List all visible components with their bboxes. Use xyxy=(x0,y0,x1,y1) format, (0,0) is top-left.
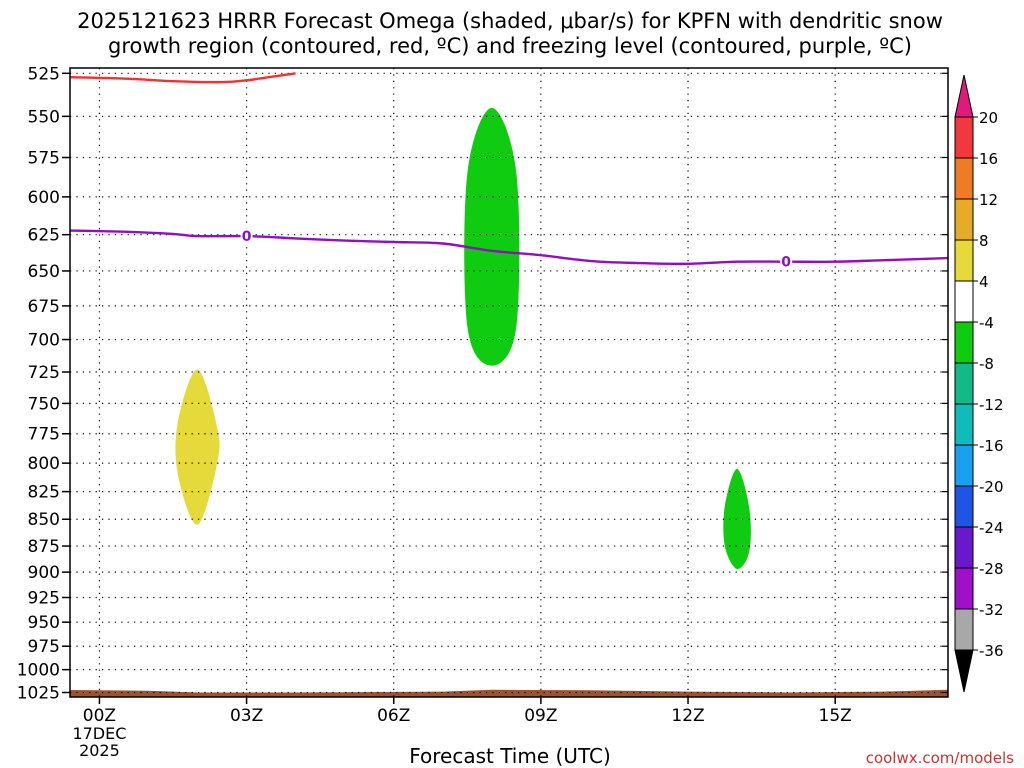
freezing-level-label-bg xyxy=(240,228,253,245)
colorbar: 20 16 12 8 4 -4 -8 -12 -16 -20 -24 -28 -32 -36 xyxy=(954,74,1004,693)
plot-frame xyxy=(69,67,949,698)
colorbar-swatch xyxy=(954,198,974,241)
x-tick-sublabel: 2025 xyxy=(79,741,120,760)
y-tick-label: 900 xyxy=(28,563,60,583)
credit-link[interactable]: coolwx.com/models xyxy=(866,749,1014,767)
colorbar-label: -28 xyxy=(979,560,1004,578)
colorbar-label: -8 xyxy=(979,355,994,373)
y-tick-label: 650 xyxy=(28,262,60,282)
y-axis: 525 550 575 600 625 650 675 700 725 750 775 800 825 8… xyxy=(17,64,948,703)
colorbar-swatch xyxy=(954,485,974,528)
y-tick-label: 825 xyxy=(28,483,60,503)
terrain-layer xyxy=(70,689,948,697)
y-tick-label: 750 xyxy=(28,394,60,414)
plot-border xyxy=(69,67,949,698)
colorbar-label: 20 xyxy=(979,109,998,127)
y-tick-label: 525 xyxy=(28,64,60,84)
colorbar-label: 8 xyxy=(979,232,989,250)
colorbar-swatch xyxy=(954,157,974,200)
y-tick-label: 725 xyxy=(28,363,60,383)
y-tick-label: 800 xyxy=(28,454,60,474)
y-tick-label: 1025 xyxy=(17,683,60,703)
colorbar-swatch xyxy=(954,239,974,282)
y-tick-label: 575 xyxy=(28,148,60,168)
upward-omega-green-small xyxy=(723,468,751,570)
dendritic-growth-zone-line xyxy=(70,72,296,84)
colorbar-swatch xyxy=(954,116,974,159)
x-tick-label: 06Z xyxy=(377,706,410,726)
colorbar-label: -24 xyxy=(979,519,1004,537)
colorbar-swatch xyxy=(954,362,974,405)
x-tick-label: 03Z xyxy=(230,706,263,726)
freezing-level-label-bg xyxy=(780,253,793,270)
grid-layer xyxy=(70,68,948,697)
x-tick-label: 00Z xyxy=(83,706,116,726)
contour-layer: 00 xyxy=(70,72,948,271)
x-tick-sublabel: 17DEC xyxy=(72,724,126,743)
colorbar-label: -36 xyxy=(979,642,1004,660)
upward-omega-green-large xyxy=(464,107,520,366)
colorbar-label: 16 xyxy=(979,150,998,168)
freezing-level-label: 0 xyxy=(781,255,791,271)
y-tick-label: 700 xyxy=(28,331,60,351)
colorbar-label: -12 xyxy=(979,396,1004,414)
colorbar-label: 4 xyxy=(979,273,989,291)
y-tick-label: 675 xyxy=(28,297,60,317)
y-tick-label: 925 xyxy=(28,588,60,608)
colorbar-swatch xyxy=(954,280,974,323)
y-tick-label: 1000 xyxy=(17,661,60,681)
x-axis-title: Forecast Time (UTC) xyxy=(409,744,611,768)
colorbar-label: -20 xyxy=(979,478,1004,496)
y-tick-label: 775 xyxy=(28,425,60,445)
y-tick-label: 600 xyxy=(28,188,60,208)
ground-surface xyxy=(70,689,948,697)
colorbar-swatch xyxy=(954,608,974,651)
colorbar-label: 12 xyxy=(979,191,998,209)
x-tick-label: 12Z xyxy=(671,706,704,726)
colorbar-label: -32 xyxy=(979,601,1004,619)
colorbar-label: -4 xyxy=(979,314,994,332)
chart-title-line-2: growth region (contoured, red, ºC) and f… xyxy=(108,34,912,58)
chart-title-line-1: 2025121623 HRRR Forecast Omega (shaded, … xyxy=(77,9,943,33)
colorbar-bottom-arrow xyxy=(954,649,974,693)
y-tick-label: 950 xyxy=(28,613,60,633)
colorbar-swatch xyxy=(954,526,974,569)
y-tick-label: 550 xyxy=(28,107,60,127)
colorbar-top-arrow xyxy=(954,74,974,118)
colorbar-swatch xyxy=(954,403,974,446)
colorbar-swatch xyxy=(954,567,974,610)
y-tick-label: 625 xyxy=(28,226,60,246)
y-tick-label: 875 xyxy=(28,537,60,557)
colorbar-swatch xyxy=(954,444,974,487)
freezing-level-label: 0 xyxy=(242,229,252,245)
y-tick-label: 975 xyxy=(28,637,60,657)
y-tick-label: 850 xyxy=(28,510,60,530)
shaded-regions xyxy=(175,107,751,570)
upward-omega-yellow xyxy=(175,369,220,525)
x-tick-label: 15Z xyxy=(819,706,852,726)
colorbar-swatch xyxy=(954,321,974,364)
colorbar-label: -16 xyxy=(979,437,1004,455)
x-tick-label: 09Z xyxy=(524,706,557,726)
